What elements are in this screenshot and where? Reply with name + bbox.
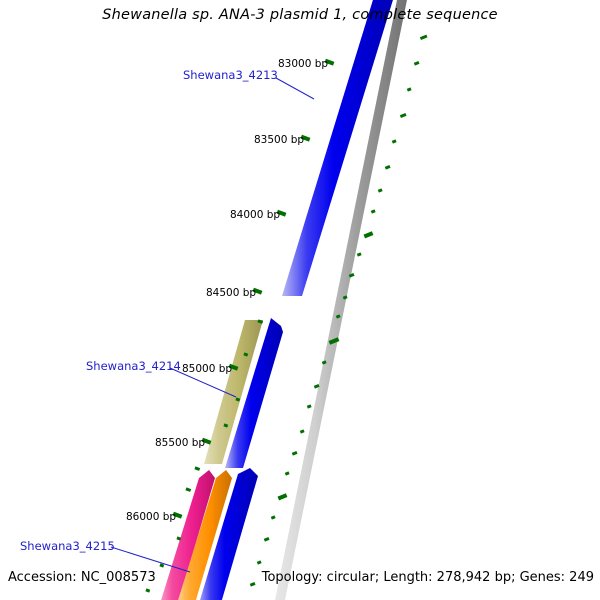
gene-label-shewana3-4213[interactable]: Shewana3_4213: [183, 68, 278, 82]
gene-label-shewana3-4215[interactable]: Shewana3_4215: [20, 539, 115, 553]
cds-4215-blue[interactable]: [197, 468, 258, 600]
cds-4213-blue[interactable]: [282, 0, 396, 296]
sequence-stats-text: Topology: circular; Length: 278,942 bp; …: [261, 570, 594, 585]
sequence-backbone-track: [275, 0, 407, 600]
ruler-tick-label: 84000 bp: [230, 209, 281, 221]
accession-text: Accession: NC_008573: [8, 570, 156, 585]
ruler-tick-label: 85500 bp: [155, 437, 206, 449]
ruler-tick-label: 83500 bp: [254, 134, 305, 146]
ruler-tick-label: 84500 bp: [206, 287, 257, 299]
trna-tick-marks: [249, 34, 428, 587]
cds-4214-blue[interactable]: [225, 318, 283, 468]
ruler-tick-marks: [145, 58, 335, 593]
ruler-tick-label: 86000 bp: [126, 511, 177, 523]
leader-line-4213: [275, 77, 315, 100]
cds-4214-khaki[interactable]: [204, 320, 263, 464]
gene-label-shewana3-4214[interactable]: Shewana3_4214: [86, 359, 181, 373]
ruler-tick-label: 85000 bp: [182, 363, 233, 375]
leader-line-4214: [169, 367, 237, 398]
ruler-tick-label: 83000 bp: [278, 58, 329, 70]
leader-line-4215: [110, 546, 191, 573]
cds-4215-orange[interactable]: [175, 470, 232, 600]
